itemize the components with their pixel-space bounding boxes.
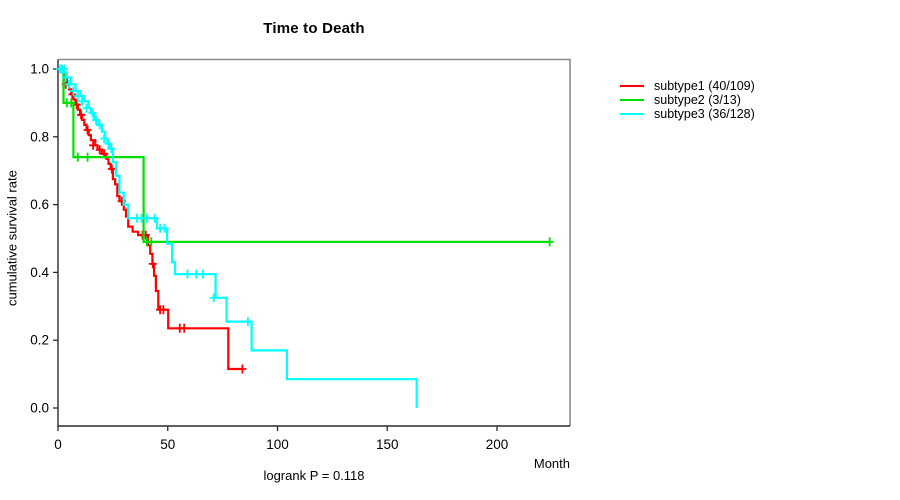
survival-curve-subtype3: [58, 67, 418, 408]
legend: subtype1 (40/109) subtype2 (3/13) subtyp…: [620, 79, 755, 121]
legend-line-subtype3: [620, 112, 644, 116]
x-axis-title: Month: [533, 456, 570, 471]
legend-item-subtype1: subtype1 (40/109): [620, 79, 755, 93]
x-tick-label: 150: [376, 437, 399, 452]
y-axis-title: cumulative survival rate: [4, 170, 20, 307]
chart-title: Time to Death: [263, 20, 365, 37]
plot-box-top-right: [58, 58, 571, 426]
censor-marks-subtype3: [56, 64, 252, 327]
legend-line-subtype2: [620, 98, 644, 102]
legend-label-subtype1: subtype1 (40/109): [654, 79, 755, 93]
legend-item-subtype2: subtype2 (3/13): [620, 93, 755, 107]
censor-marks-subtype2: [62, 98, 554, 247]
x-tick-label: 50: [160, 437, 175, 452]
y-tick-label: 0.4: [30, 265, 49, 280]
x-tick-label: 100: [266, 437, 289, 452]
x-tick-label: 0: [54, 437, 62, 452]
legend-label-subtype3: subtype3 (36/128): [654, 107, 755, 121]
y-tick-label: 1.0: [30, 62, 49, 77]
y-tick-label: 0.8: [30, 129, 49, 144]
legend-item-subtype3: subtype3 (36/128): [620, 107, 755, 121]
y-tick-label: 0.0: [30, 401, 49, 416]
y-tick-label: 0.6: [30, 197, 49, 212]
y-tick-label: 0.2: [30, 333, 49, 348]
legend-line-subtype1: [620, 84, 644, 88]
legend-label-subtype2: subtype2 (3/13): [654, 93, 741, 107]
x-tick-label: 200: [486, 437, 509, 452]
survival-curve-subtype1: [58, 67, 243, 371]
logrank-p-annotation: logrank P = 0.118: [263, 468, 365, 483]
survival-curve-subtype2: [58, 67, 550, 243]
